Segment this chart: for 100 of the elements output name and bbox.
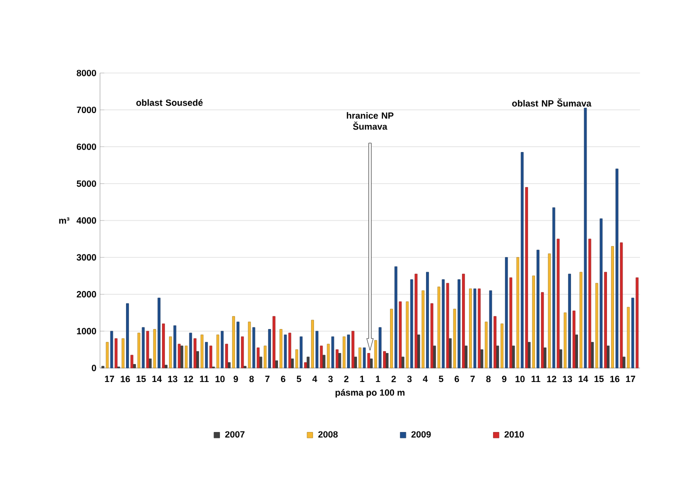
bar [406, 301, 409, 368]
bar [367, 353, 370, 368]
bar [236, 322, 240, 368]
x-tick-label: 7 [265, 376, 270, 382]
bar [544, 348, 546, 368]
legend-label: 2007 [225, 431, 244, 438]
bar [194, 338, 196, 368]
x-tick-label: 2 [344, 376, 348, 382]
bar [606, 346, 610, 368]
x-tick-label: 10 [516, 376, 525, 382]
bar [284, 334, 287, 368]
bar [390, 308, 393, 368]
bar [559, 349, 562, 368]
bar [153, 329, 156, 368]
bar [352, 330, 354, 368]
bar [528, 342, 531, 368]
x-tick-label: 17 [105, 376, 114, 382]
bar [433, 346, 436, 368]
bar [532, 276, 535, 368]
bar [189, 332, 192, 368]
bar [383, 351, 386, 368]
bar [509, 277, 512, 368]
bar [338, 353, 342, 368]
bar [320, 346, 323, 368]
x-tick-label: 1 [360, 376, 364, 382]
bar [540, 292, 544, 368]
bar [568, 274, 571, 368]
bar [225, 344, 228, 368]
y-tick-label: 2000 [76, 291, 96, 298]
bar [106, 342, 109, 368]
bar [536, 250, 540, 368]
annotation: oblast NP Šumava [512, 98, 592, 107]
bar [178, 344, 181, 368]
bar [548, 253, 551, 368]
bar [342, 336, 346, 368]
bar [114, 338, 118, 368]
bar [575, 334, 578, 368]
bar [631, 298, 634, 368]
y-axis-title: m³ [59, 217, 70, 224]
bar [158, 298, 160, 368]
x-tick-label: 6 [280, 376, 286, 382]
x-tick-label: 9 [234, 376, 238, 382]
bar [448, 338, 452, 368]
bar [268, 329, 271, 368]
bar [611, 246, 614, 368]
bar [626, 306, 630, 368]
bar [133, 364, 136, 368]
annotation: oblast Sousedé [136, 99, 203, 106]
bar [374, 340, 378, 368]
x-tick-label: 13 [168, 376, 178, 382]
bar [173, 325, 176, 368]
bar [417, 334, 420, 368]
x-tick-label: 11 [532, 376, 540, 382]
bar [288, 332, 292, 368]
bar [240, 336, 244, 368]
bar [453, 308, 456, 368]
bar [401, 356, 404, 368]
bar [142, 327, 145, 368]
bar [478, 288, 481, 368]
x-tick-label: 15 [136, 376, 146, 382]
x-tick-label: 2 [392, 376, 396, 382]
bar [588, 238, 592, 368]
y-tick-label: 6000 [76, 144, 96, 150]
bar [358, 348, 362, 368]
bar [232, 316, 235, 368]
x-axis-title: pásma po 100 m [336, 389, 404, 398]
bar [370, 358, 373, 368]
x-tick-label: 3 [407, 376, 412, 382]
bar [169, 336, 172, 368]
x-tick-label: 12 [184, 376, 194, 382]
bar [347, 334, 350, 368]
bar [500, 324, 504, 368]
bar [430, 303, 434, 368]
x-tick-label: 9 [502, 376, 506, 382]
x-tick-label: 11 [200, 376, 209, 382]
x-tick-label: 1 [376, 376, 380, 382]
bar [322, 354, 326, 368]
x-tick-label: 10 [216, 376, 225, 382]
bar [196, 351, 200, 368]
bar [311, 320, 314, 368]
bar [494, 316, 496, 368]
y-tick-label: 1000 [77, 328, 96, 334]
bar [316, 330, 318, 368]
bar [162, 324, 165, 368]
x-tick-label: 8 [249, 376, 254, 382]
bar [148, 358, 152, 368]
bar [505, 257, 508, 368]
x-tick-label: 6 [454, 376, 460, 382]
bar [122, 338, 124, 368]
bar [164, 364, 168, 368]
bar [146, 330, 150, 368]
bar [525, 187, 528, 368]
bar [442, 279, 445, 368]
bar [446, 282, 450, 368]
bar [336, 349, 339, 368]
bar [564, 312, 567, 368]
bar [394, 266, 398, 368]
bar [275, 360, 278, 368]
x-tick-label: 5 [296, 376, 302, 382]
bar [209, 346, 212, 368]
